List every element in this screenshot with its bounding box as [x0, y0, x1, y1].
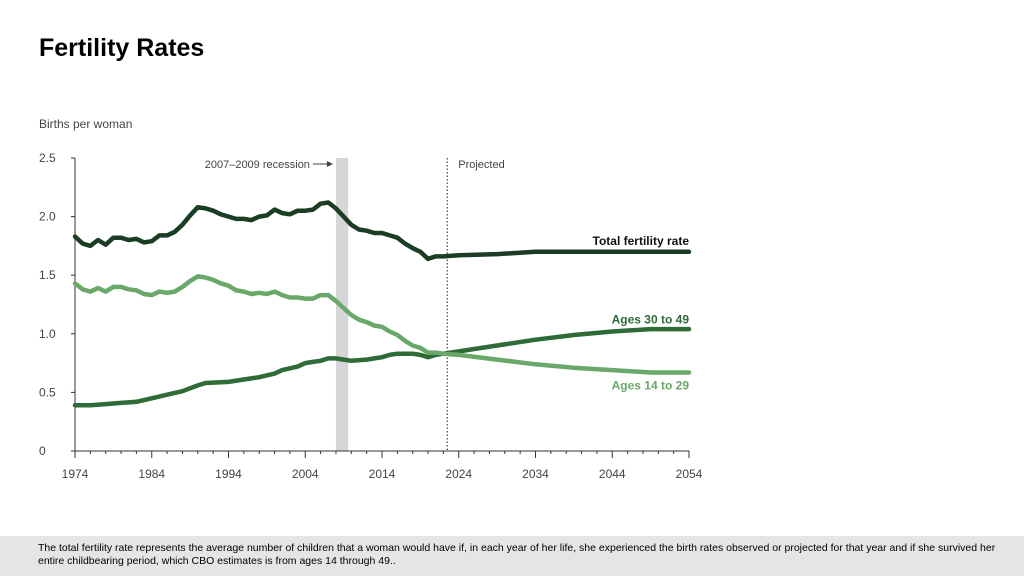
x-tick-label: 2034 — [522, 467, 549, 481]
fertility-chart: Births per woman 2007–2009 recession 0 0.… — [39, 117, 703, 481]
x-tick-label: 2004 — [292, 467, 319, 481]
x-tick-label: 1974 — [62, 467, 89, 481]
y-tick-label: 1.5 — [39, 268, 56, 282]
recession-label: 2007–2009 recession — [205, 159, 310, 171]
series-label-ages14: Ages 14 to 29 — [612, 378, 690, 392]
x-tick-label: 2054 — [676, 467, 703, 481]
y-tick-label: 0.5 — [39, 385, 56, 399]
y-tick-label: 2.0 — [39, 210, 56, 224]
x-tick-label: 2044 — [599, 467, 626, 481]
series-label-ages30: Ages 30 to 49 — [612, 313, 690, 327]
y-tick-label: 1.0 — [39, 327, 56, 341]
series-label-total: Total fertility rate — [593, 234, 690, 248]
series-line-ages14 — [72, 274, 692, 375]
series-line-total — [72, 200, 692, 262]
x-tick-label: 2024 — [445, 467, 472, 481]
projected-label: Projected — [458, 159, 504, 171]
y-tick-label: 2.5 — [39, 151, 56, 165]
x-tick-label: 2014 — [369, 467, 396, 481]
page-title: Fertility Rates — [39, 34, 205, 62]
recession-arrow-head — [326, 161, 333, 167]
y-tick-label: 0 — [39, 444, 46, 458]
x-tick-label: 1994 — [215, 467, 242, 481]
footnote: The total fertility rate represents the … — [38, 542, 996, 567]
y-axis-label: Births per woman — [39, 117, 132, 131]
footnote-bar: The total fertility rate represents the … — [0, 536, 1024, 576]
x-tick-label: 1984 — [138, 467, 165, 481]
